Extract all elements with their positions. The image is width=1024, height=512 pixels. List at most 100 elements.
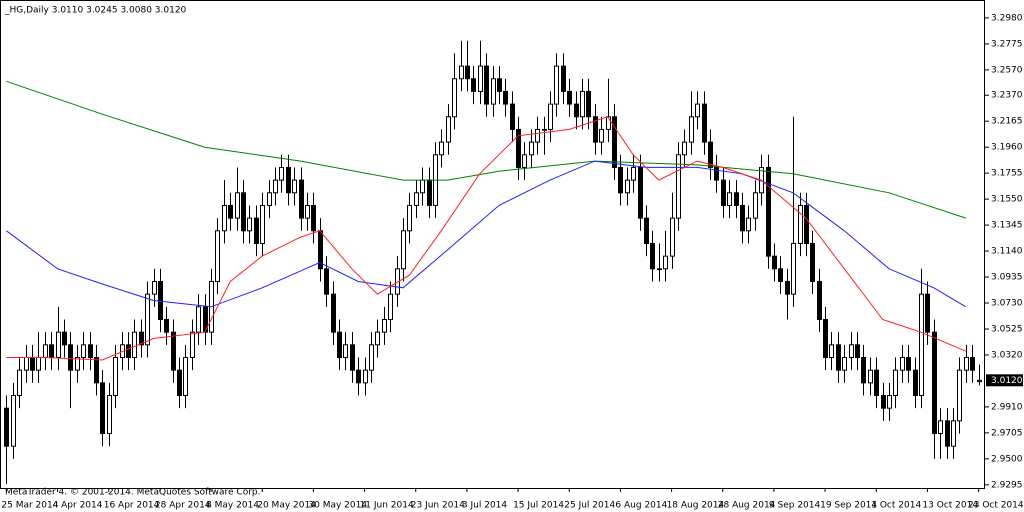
candle-body <box>183 356 188 397</box>
candle-body <box>804 204 809 244</box>
candle-body <box>906 356 911 371</box>
candle-body <box>177 369 182 397</box>
candle-body <box>171 331 176 371</box>
candle-body <box>311 204 316 232</box>
y-tick-label: 2.9910 <box>991 402 1023 412</box>
x-tick-label: 4 Apr 2014 <box>53 501 103 511</box>
candle-body <box>337 331 342 358</box>
x-tick-label: 19 Sep 2014 <box>820 501 877 511</box>
y-tick-label: 3.2980 <box>991 13 1023 23</box>
y-tick-label: 3.0730 <box>991 299 1023 309</box>
candle-body <box>618 166 623 194</box>
candle-body <box>43 344 48 358</box>
candle-body <box>241 192 246 232</box>
candle-body <box>574 103 579 118</box>
candle-body <box>695 103 700 118</box>
candle-body <box>222 204 227 232</box>
candle-body <box>829 344 834 358</box>
candle-body <box>292 179 297 194</box>
candle-body <box>599 128 604 143</box>
candle-body <box>593 116 598 143</box>
y-tick-label: 3.1960 <box>991 143 1023 153</box>
candle-body <box>459 65 464 80</box>
y-tick-label: 2.9705 <box>991 428 1023 438</box>
candle-body <box>932 331 937 435</box>
x-tick-label: 8 May 2014 <box>206 501 259 511</box>
candle-body <box>203 306 208 333</box>
candle-body <box>267 192 272 206</box>
candle-body <box>81 344 86 358</box>
copyright: MetaTrader 4. © 2001-2014. MetaQuotes So… <box>5 488 261 498</box>
candle-body <box>721 179 726 206</box>
x-tick-label: 3 Jul 2014 <box>462 501 507 511</box>
candle-body <box>145 293 150 346</box>
candle-body <box>36 356 41 371</box>
x-tick-label: 16 Apr 2014 <box>104 501 160 511</box>
candle-body <box>363 369 368 384</box>
candle-body <box>670 217 675 257</box>
candle-body <box>503 90 508 105</box>
candle-body <box>810 242 815 282</box>
candle-body <box>331 293 336 333</box>
y-tick-label: 3.1755 <box>991 169 1023 179</box>
x-tick-label: 23 Jun 2014 <box>411 501 465 511</box>
x-tick-label: 20 May 2014 <box>257 501 316 511</box>
x-tick-label: 28 Apr 2014 <box>155 501 211 511</box>
candle-body <box>893 369 898 397</box>
candle-body <box>580 90 585 118</box>
y-tick-label: 3.1345 <box>991 221 1023 231</box>
x-tick-label: 30 May 2014 <box>308 501 367 511</box>
y-tick-label: 3.0935 <box>991 273 1023 283</box>
candle-body <box>874 369 879 397</box>
candle-body <box>247 217 252 232</box>
candle-body <box>714 166 719 181</box>
candle-body <box>964 356 969 371</box>
candle-body <box>529 141 534 156</box>
candle-body <box>766 166 771 257</box>
candle-body <box>68 344 73 371</box>
candle-body <box>586 90 591 118</box>
candle-body <box>260 204 265 244</box>
candle-body <box>164 318 169 333</box>
candle-body <box>215 230 220 282</box>
candle-body <box>702 103 707 143</box>
candle-body <box>785 280 790 295</box>
candle-body <box>107 395 112 435</box>
current-price-label: 3.0120 <box>991 376 1023 386</box>
candle-body <box>190 331 195 358</box>
candle-body <box>778 268 783 282</box>
x-tick-label: 25 Jul 2014 <box>564 501 615 511</box>
candle-body <box>279 166 284 181</box>
candle-body <box>439 141 444 156</box>
candle-body <box>631 166 636 181</box>
candle-body <box>497 78 502 92</box>
x-tick-label: 15 Jul 2014 <box>513 501 564 511</box>
candle-body <box>420 179 425 194</box>
current-price-box <box>986 374 1023 387</box>
candle-body <box>75 356 80 371</box>
x-tick-label: 6 Aug 2014 <box>615 501 667 511</box>
y-tick-label: 3.1140 <box>991 247 1023 257</box>
y-tick-label: 3.1550 <box>991 195 1023 205</box>
candle-body <box>753 192 758 219</box>
candle-body <box>356 369 361 384</box>
candle-body <box>62 331 67 346</box>
candle-body <box>836 344 841 371</box>
candle-body <box>791 242 796 295</box>
candle-body <box>957 369 962 422</box>
candle-body <box>746 217 751 232</box>
candle-body <box>849 344 854 358</box>
candle-body <box>881 395 886 409</box>
candle-body <box>913 369 918 397</box>
candle-body <box>638 166 643 219</box>
candle-body <box>522 154 527 168</box>
candle-body <box>446 116 451 143</box>
candle-body <box>382 318 387 333</box>
y-tick-label: 3.0320 <box>991 350 1023 360</box>
candle-body <box>561 65 566 92</box>
candle-body <box>938 420 943 435</box>
candle-body <box>817 280 822 320</box>
candle-body <box>663 255 668 270</box>
candle-body <box>484 65 489 105</box>
